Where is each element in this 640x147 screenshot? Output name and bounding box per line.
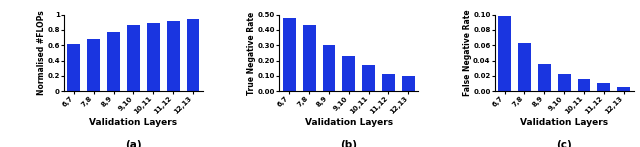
Bar xyxy=(186,19,200,91)
Bar xyxy=(127,25,140,91)
Bar xyxy=(382,74,395,91)
Bar xyxy=(538,64,551,91)
Bar xyxy=(557,74,571,91)
X-axis label: Validation Layers: Validation Layers xyxy=(305,118,393,127)
Bar xyxy=(303,25,316,91)
Bar xyxy=(577,79,591,91)
Bar xyxy=(87,39,100,91)
Text: (c): (c) xyxy=(556,141,572,147)
Bar xyxy=(147,23,160,91)
Bar xyxy=(518,43,531,91)
Y-axis label: Normalised #FLOPs: Normalised #FLOPs xyxy=(37,11,46,95)
Bar xyxy=(283,18,296,91)
Bar xyxy=(498,16,511,91)
Bar xyxy=(362,65,375,91)
Y-axis label: True Negative Rate: True Negative Rate xyxy=(247,11,256,95)
Bar xyxy=(166,21,180,91)
X-axis label: Validation Layers: Validation Layers xyxy=(520,118,608,127)
Bar xyxy=(323,45,335,91)
Bar xyxy=(67,44,81,91)
Bar xyxy=(597,83,611,91)
Text: (a): (a) xyxy=(125,141,142,147)
Text: (b): (b) xyxy=(340,141,357,147)
Y-axis label: False Negative Rate: False Negative Rate xyxy=(463,10,472,96)
Bar xyxy=(402,76,415,91)
Bar xyxy=(107,32,120,91)
Bar xyxy=(342,56,355,91)
X-axis label: Validation Layers: Validation Layers xyxy=(90,118,177,127)
Bar xyxy=(617,87,630,91)
